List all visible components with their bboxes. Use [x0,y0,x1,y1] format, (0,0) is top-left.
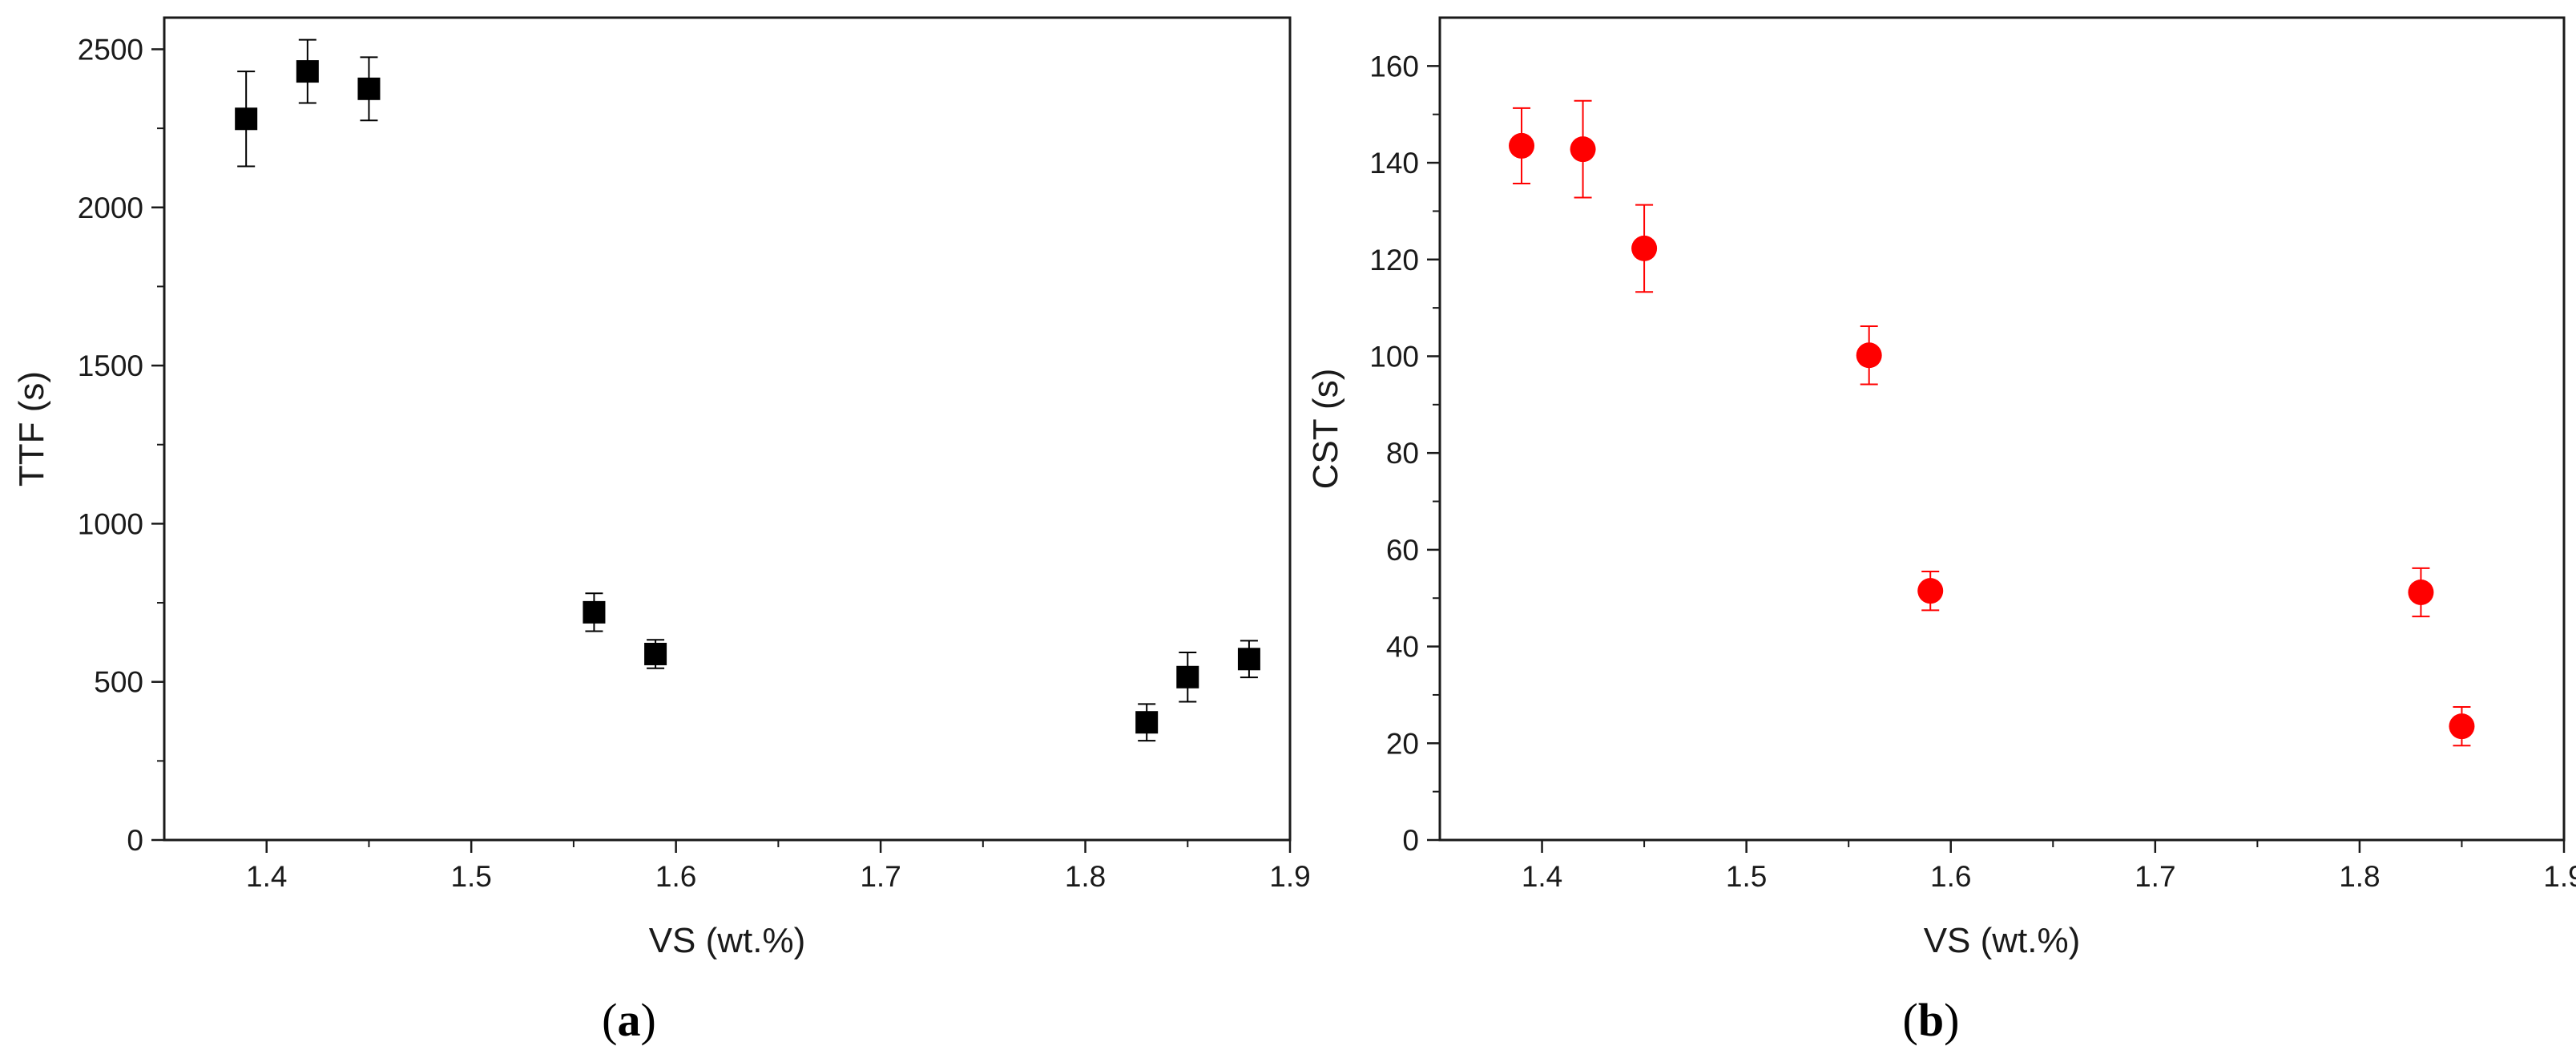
panel-label-close: ) [1944,994,1959,1046]
data-point [1509,132,1535,159]
data-point [1237,648,1260,671]
data-point [296,60,319,83]
y-tick-label: 0 [1402,824,1419,857]
data-point [1570,136,1596,163]
panel-label: (b) [1903,994,1960,1046]
chart-panel-b: 1.4 1.5 1.6 1.7 1.8 1.9 0 20 40 60 80 100 120 140 160 V… [1306,16,2576,1046]
x-tick-label: 1.6 [655,860,696,893]
data-point [2408,579,2434,605]
x-tick-label: 1.7 [2135,860,2175,893]
x-tick-label: 1.8 [2339,860,2380,893]
y-tick-label: 1500 [78,349,143,382]
x-tick-label: 1.8 [1065,860,1106,893]
y-tick-label: 80 [1386,437,1419,470]
x-tick-label: 1.5 [450,860,491,893]
panel-label: (a) [602,994,656,1046]
y-tick-label: 40 [1386,631,1419,664]
data-point [235,107,258,131]
y-axis-title: TTF (s) [12,371,51,487]
data-point [1856,342,1882,369]
x-tick-label: 1.4 [246,860,287,893]
chart-panel-a: 1.4 1.5 1.6 1.7 1.8 1.9 0 500 1000 1500 2000 2500 VS… [12,16,1311,1046]
panel-label-open: ( [1903,994,1918,1046]
data-point [1176,665,1199,689]
x-tick-label: 1.9 [1269,860,1310,893]
x-tick-label: 1.6 [1930,860,1971,893]
y-tick-label: 500 [94,666,143,699]
y-tick-label: 20 [1386,727,1419,760]
y-tick-label: 2500 [78,33,143,66]
y-tick-label: 160 [1369,50,1419,83]
x-tick-label: 1.5 [1726,860,1767,893]
y-tick-label: 2000 [78,192,143,224]
panel-label-close: ) [641,994,656,1046]
data-point [1631,235,1658,261]
x-tick-label: 1.9 [2543,860,2576,893]
x-axis-title: VS (wt.%) [649,921,806,960]
data-point [1135,711,1159,734]
plot-frame [1438,16,2566,842]
data-point [644,642,667,665]
data-point [583,600,606,624]
x-axis-title: VS (wt.%) [1924,921,2081,960]
y-tick-label: 60 [1386,534,1419,567]
y-tick-label: 140 [1369,147,1419,180]
y-tick-label: 1000 [78,507,143,540]
x-tick-label: 1.7 [860,860,901,893]
data-point [357,77,381,100]
x-tick-label: 1.4 [1522,860,1562,893]
y-tick-label: 0 [127,824,143,857]
panel-label-open: ( [602,994,617,1046]
data-point [1917,578,1944,604]
panel-label-letter: b [1918,994,1944,1046]
data-point [2449,713,2475,740]
panel-label-letter: a [618,994,641,1046]
y-tick-label: 100 [1369,340,1419,373]
y-tick-label: 120 [1369,244,1419,277]
plot-frame [163,16,1292,842]
y-axis-title: CST (s) [1306,369,1345,490]
